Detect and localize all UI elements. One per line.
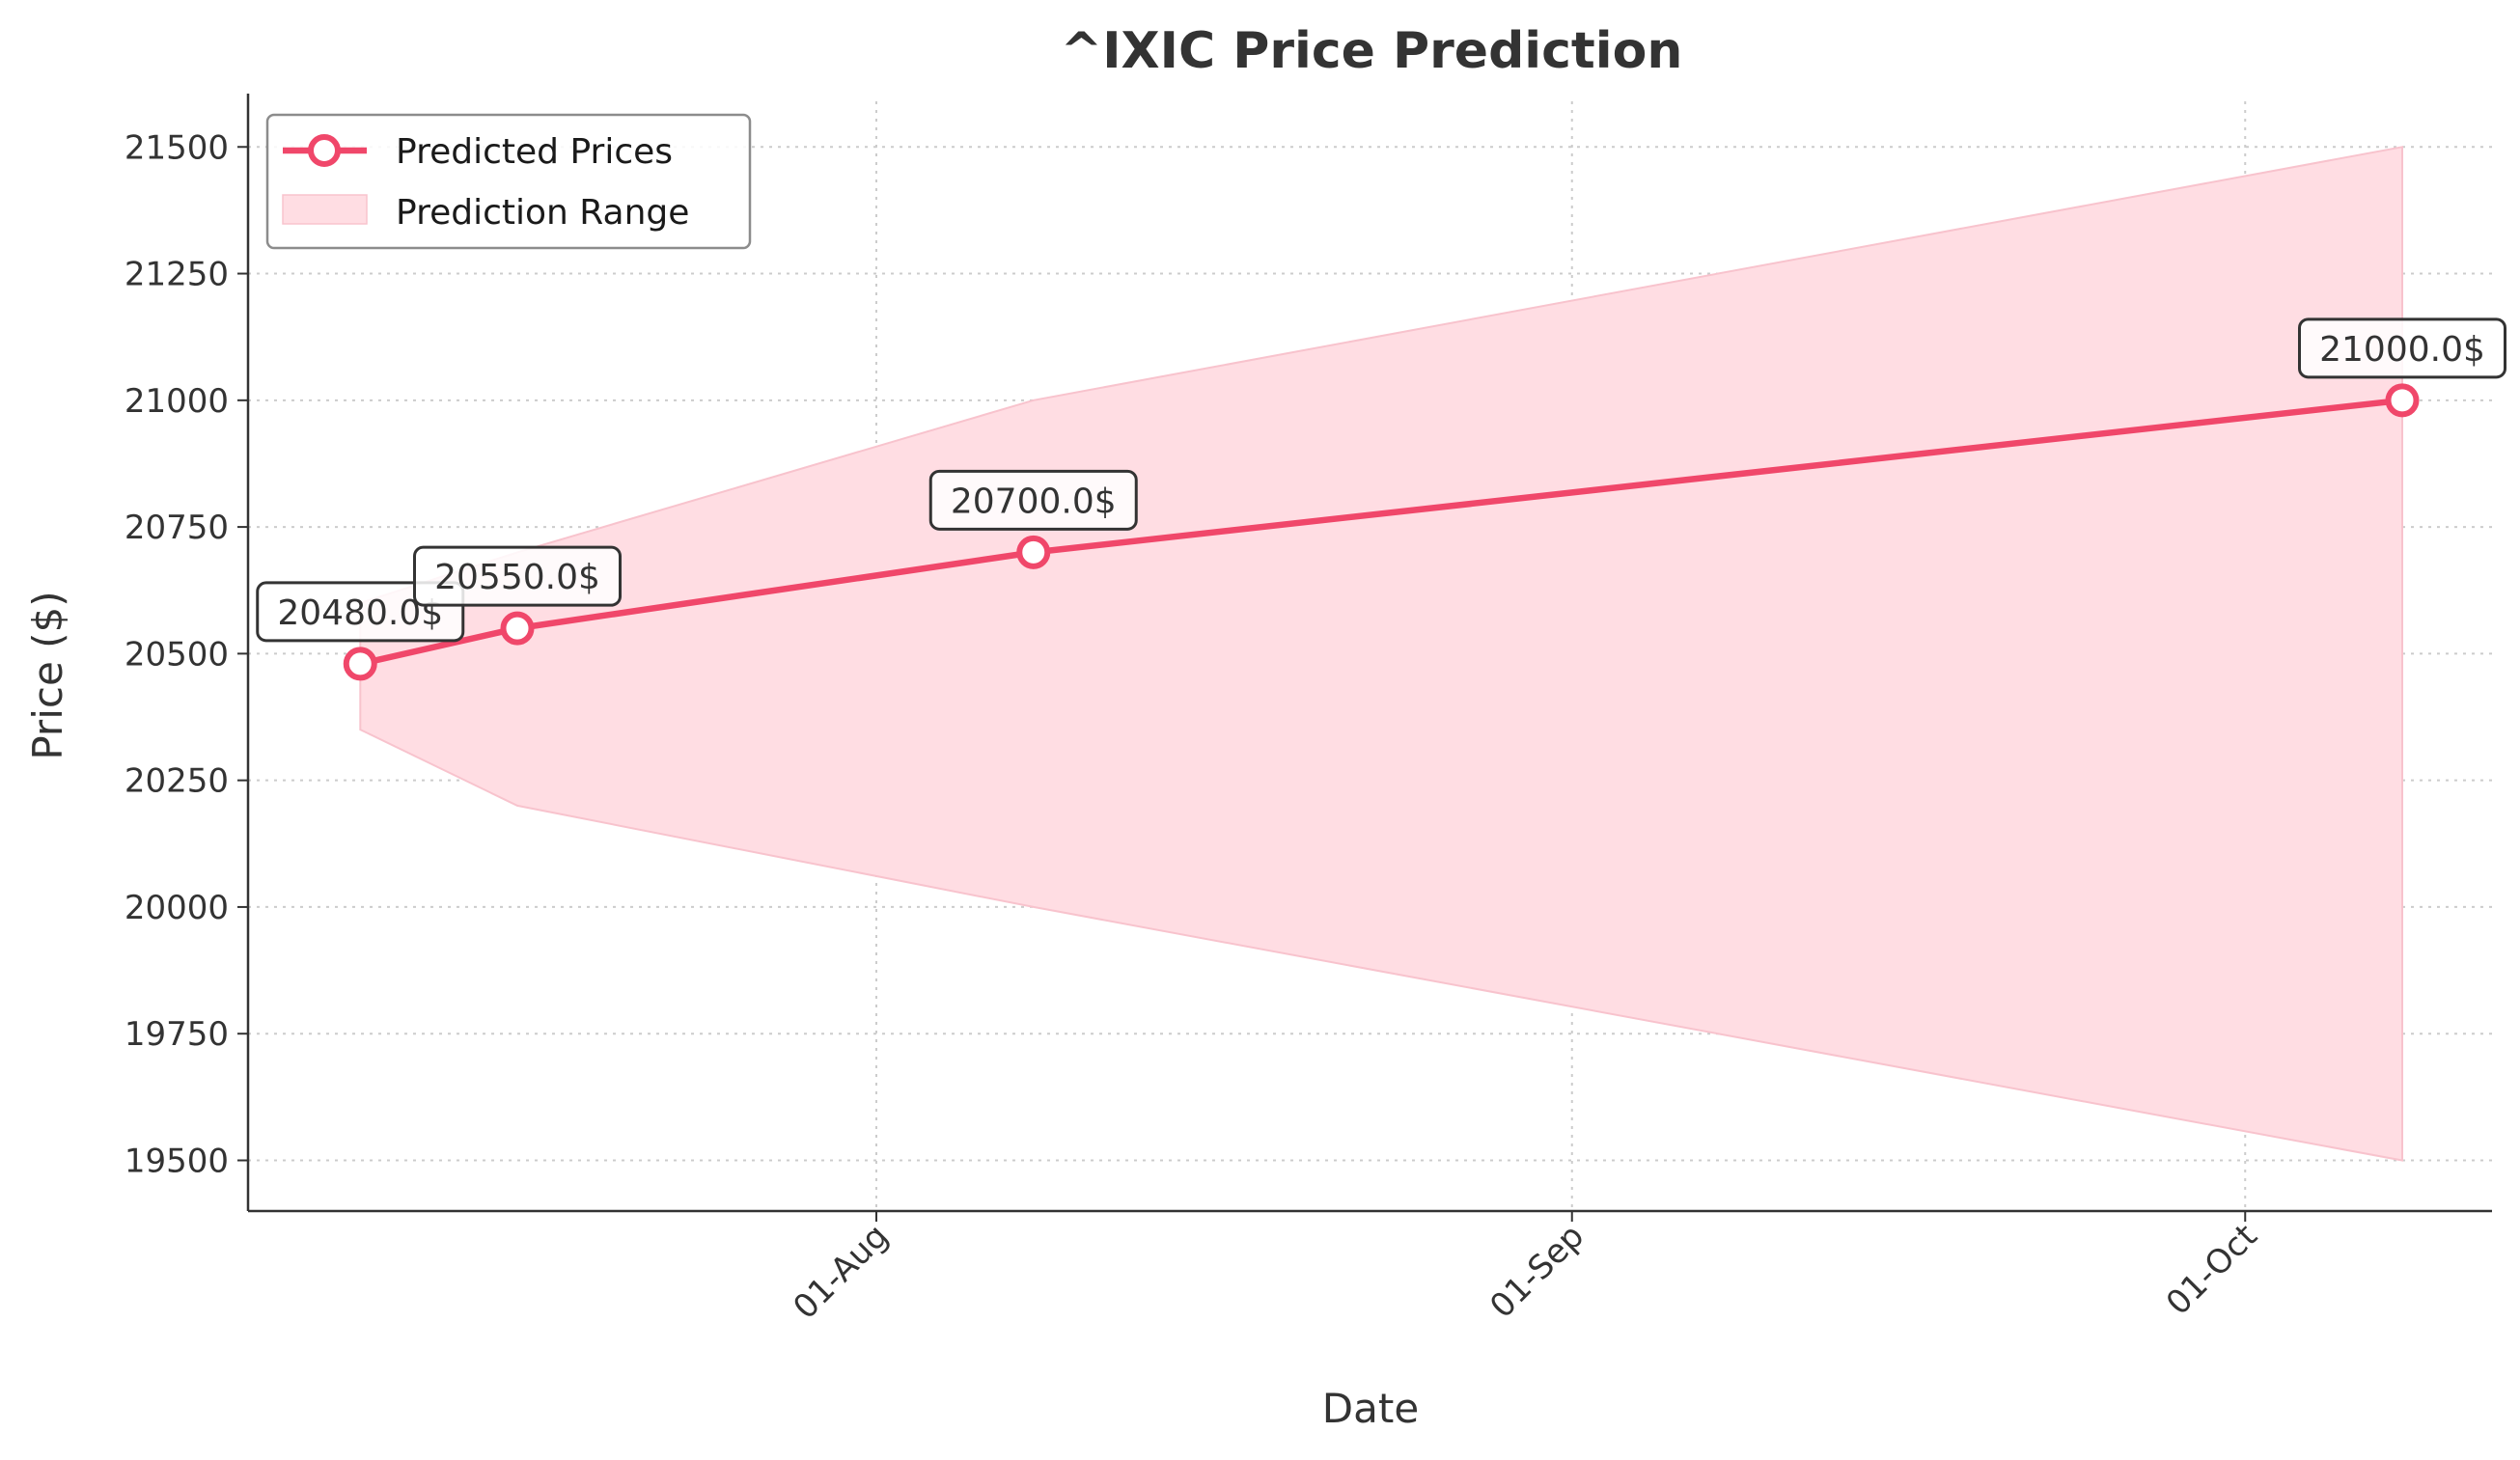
prediction-range-band-layer (359, 146, 2403, 1162)
y-tick-label: 19500 (125, 1142, 229, 1180)
data-label: 20550.0$ (434, 558, 600, 597)
y-tick-label: 21250 (125, 256, 229, 294)
legend-band-swatch (282, 194, 368, 225)
data-label: 20700.0$ (951, 482, 1117, 521)
y-tick-label: 19750 (125, 1015, 229, 1054)
x-axis-label: Date (1322, 1385, 1419, 1432)
chart-title: ^IXIC Price Prediction (1061, 22, 1683, 80)
legend-label-prediction-range: Prediction Range (396, 193, 689, 233)
data-label-box (928, 469, 1138, 531)
legend-marker-swatch (308, 134, 341, 167)
predicted-price-marker (1016, 535, 1051, 569)
y-tick-label: 20750 (125, 509, 229, 547)
predicted-price-marker (2385, 383, 2420, 418)
data-label: 21000.0$ (2319, 330, 2485, 370)
data-label-annotations: 20480.0$20550.0$20700.0$21000.0$ (256, 317, 2506, 643)
y-tick-label: 21500 (125, 128, 229, 167)
legend-frame (265, 113, 752, 250)
y-axis-label: Price ($) (24, 591, 71, 759)
legend-label-predicted-prices: Predicted Prices (396, 132, 673, 172)
predicted-price-marker (343, 647, 377, 681)
legend: Predicted Prices Prediction Range (265, 113, 752, 250)
y-tick-label: 21000 (125, 382, 229, 421)
data-label-box (413, 545, 622, 607)
data-label-box (256, 581, 465, 643)
predicted-price-marker (500, 611, 535, 646)
y-tick-label: 20250 (125, 762, 229, 801)
predicted-prices-line-layer (343, 383, 2420, 681)
prediction-range-band (359, 146, 2403, 1162)
predicted-prices-line (357, 397, 2406, 668)
y-tick-label: 20000 (125, 889, 229, 927)
data-label-box (2298, 317, 2506, 379)
y-tick-label: 20500 (125, 635, 229, 674)
